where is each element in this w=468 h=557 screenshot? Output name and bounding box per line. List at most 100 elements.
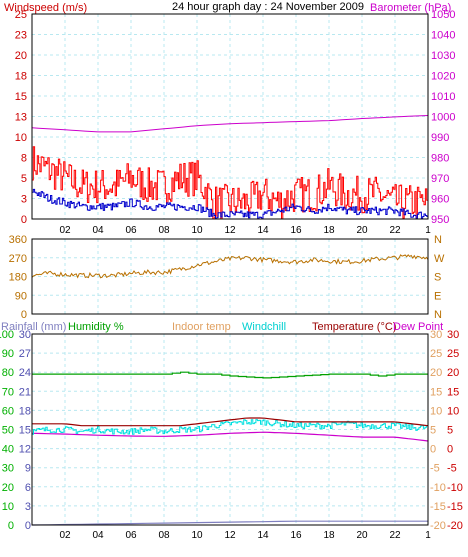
tick-layer: 2523201815131085301050104010301020101010… — [0, 9, 463, 541]
time-tick-label-top: 06 — [125, 225, 137, 236]
time-tick-label-bottom: 08 — [158, 530, 170, 541]
indoor-temp-tick-label: 30 — [430, 329, 442, 341]
series-dew_point — [31, 431, 429, 442]
barometer-tick-label: 1030 — [431, 50, 455, 62]
compass-tick-label: E — [434, 290, 441, 302]
humidity-tick-label: 70 — [2, 386, 14, 398]
temperature-tick-label: -10 — [447, 482, 463, 494]
barometer-tick-label: 980 — [431, 153, 449, 165]
plot-frame — [31, 238, 429, 315]
time-tick-label-bottom: 02 — [59, 530, 71, 541]
temperature-label: Temperature (°C) — [312, 321, 396, 333]
barometer-tick-label: 990 — [431, 132, 449, 144]
grid-layer — [32, 14, 428, 525]
barometer-tick-label: 1020 — [431, 71, 455, 83]
plot-frame — [31, 333, 429, 526]
temperature-tick-label: 0 — [447, 444, 453, 456]
compass-tick-label: S — [434, 272, 441, 284]
temperature-tick-label: -20 — [447, 520, 463, 532]
indoor-temp-tick-label: 15 — [430, 386, 442, 398]
time-tick-label-top: 1 — [425, 225, 431, 236]
windspeed-axis-title: Windspeed (m/s) — [4, 2, 87, 14]
indoor-temp-tick-label: 0 — [430, 444, 436, 456]
time-tick-label-bottom: 14 — [257, 530, 269, 541]
time-tick-label-bottom: 04 — [92, 530, 104, 541]
wind-direction-tick-label: 0 — [21, 309, 27, 321]
time-tick-label-top: 02 — [59, 225, 71, 236]
windspeed-tick-label: 8 — [21, 153, 27, 165]
windspeed-tick-label: 13 — [15, 112, 27, 124]
humidity-tick-label: 10 — [2, 501, 14, 513]
rainfall-tick-label: 9 — [25, 463, 31, 475]
humidity-tick-label: 40 — [2, 444, 14, 456]
series-barometer — [31, 115, 429, 133]
barometer-tick-label: 950 — [431, 214, 449, 226]
time-tick-label-bottom: 18 — [323, 530, 335, 541]
chart-title: 24 hour graph day : 24 November 2009 — [172, 1, 364, 13]
time-tick-label-top: 12 — [224, 225, 236, 236]
series-humidity — [32, 371, 428, 379]
compass-tick-label: W — [434, 253, 445, 265]
barometer-tick-label: 1040 — [431, 30, 455, 42]
humidity-tick-label: 20 — [2, 482, 14, 494]
time-tick-label-bottom: 10 — [191, 530, 203, 541]
series-wind_avg — [32, 188, 429, 220]
time-tick-label-top: 14 — [257, 225, 269, 236]
indoor-temp-label: Indoor temp — [172, 321, 231, 333]
rainfall-tick-label: 21 — [19, 386, 31, 398]
time-tick-label-bottom: 06 — [125, 530, 137, 541]
time-tick-label-top: 18 — [323, 225, 335, 236]
temperature-tick-label: 30 — [447, 329, 459, 341]
barometer-axis-title: Barometer (hPa) — [370, 2, 451, 14]
wind-direction-tick-label: 270 — [9, 253, 27, 265]
temperature-tick-label: 5 — [447, 425, 453, 437]
windspeed-tick-label: 3 — [21, 194, 27, 206]
time-tick-label-top: 04 — [92, 225, 104, 236]
series-wind_dir — [31, 254, 429, 279]
temperature-tick-label: 20 — [447, 367, 459, 379]
indoor-temp-tick-label: -10 — [430, 482, 446, 494]
rainfall-tick-label: 3 — [25, 501, 31, 513]
humidity-tick-label: 100 — [0, 329, 14, 341]
temperature-tick-label: 15 — [447, 386, 459, 398]
barometer-tick-label: 1000 — [431, 112, 455, 124]
time-tick-label-top: 22 — [389, 225, 401, 236]
series-windchill — [32, 419, 429, 435]
barometer-tick-label: 1050 — [431, 9, 455, 21]
windspeed-tick-label: 20 — [15, 50, 27, 62]
temperature-tick-label: 10 — [447, 405, 459, 417]
indoor-temp-tick-label: 25 — [430, 348, 442, 360]
windspeed-tick-label: 10 — [15, 132, 27, 144]
frame-layer — [31, 13, 429, 526]
temperature-tick-label: -5 — [447, 463, 457, 475]
temperature-tick-label: -15 — [447, 501, 463, 513]
barometer-tick-label: 1010 — [431, 91, 455, 103]
rainfall-tick-label: 12 — [19, 444, 31, 456]
time-tick-label-top: 10 — [191, 225, 203, 236]
humidity-tick-label: 90 — [2, 348, 14, 360]
indoor-temp-tick-label: -5 — [430, 463, 440, 475]
rainfall-tick-label: 24 — [19, 367, 31, 379]
rainfall-tick-label: 18 — [19, 405, 31, 417]
humidity-tick-label: 0 — [8, 520, 14, 532]
indoor-temp-tick-label: 5 — [430, 425, 436, 437]
windspeed-tick-label: 25 — [15, 9, 27, 21]
wind-direction-tick-label: 90 — [15, 290, 27, 302]
humidity-tick-label: 60 — [2, 405, 14, 417]
windchill-label: Windchill — [242, 321, 286, 333]
rainfall-tick-label: 30 — [19, 329, 31, 341]
wind-direction-tick-label: 180 — [9, 272, 27, 284]
rainfall-tick-label: 27 — [19, 348, 31, 360]
barometer-tick-label: 960 — [431, 194, 449, 206]
indoor-temp-tick-label: -20 — [430, 520, 446, 532]
dew-point-label: Dew Point — [393, 321, 443, 333]
windspeed-tick-label: 23 — [15, 30, 27, 42]
windspeed-tick-label: 0 — [21, 214, 27, 226]
rainfall-tick-label: 6 — [25, 482, 31, 494]
time-tick-label-bottom: 12 — [224, 530, 236, 541]
time-tick-label-top: 16 — [290, 225, 302, 236]
windspeed-tick-label: 5 — [21, 173, 27, 185]
indoor-temp-tick-label: 10 — [430, 405, 442, 417]
